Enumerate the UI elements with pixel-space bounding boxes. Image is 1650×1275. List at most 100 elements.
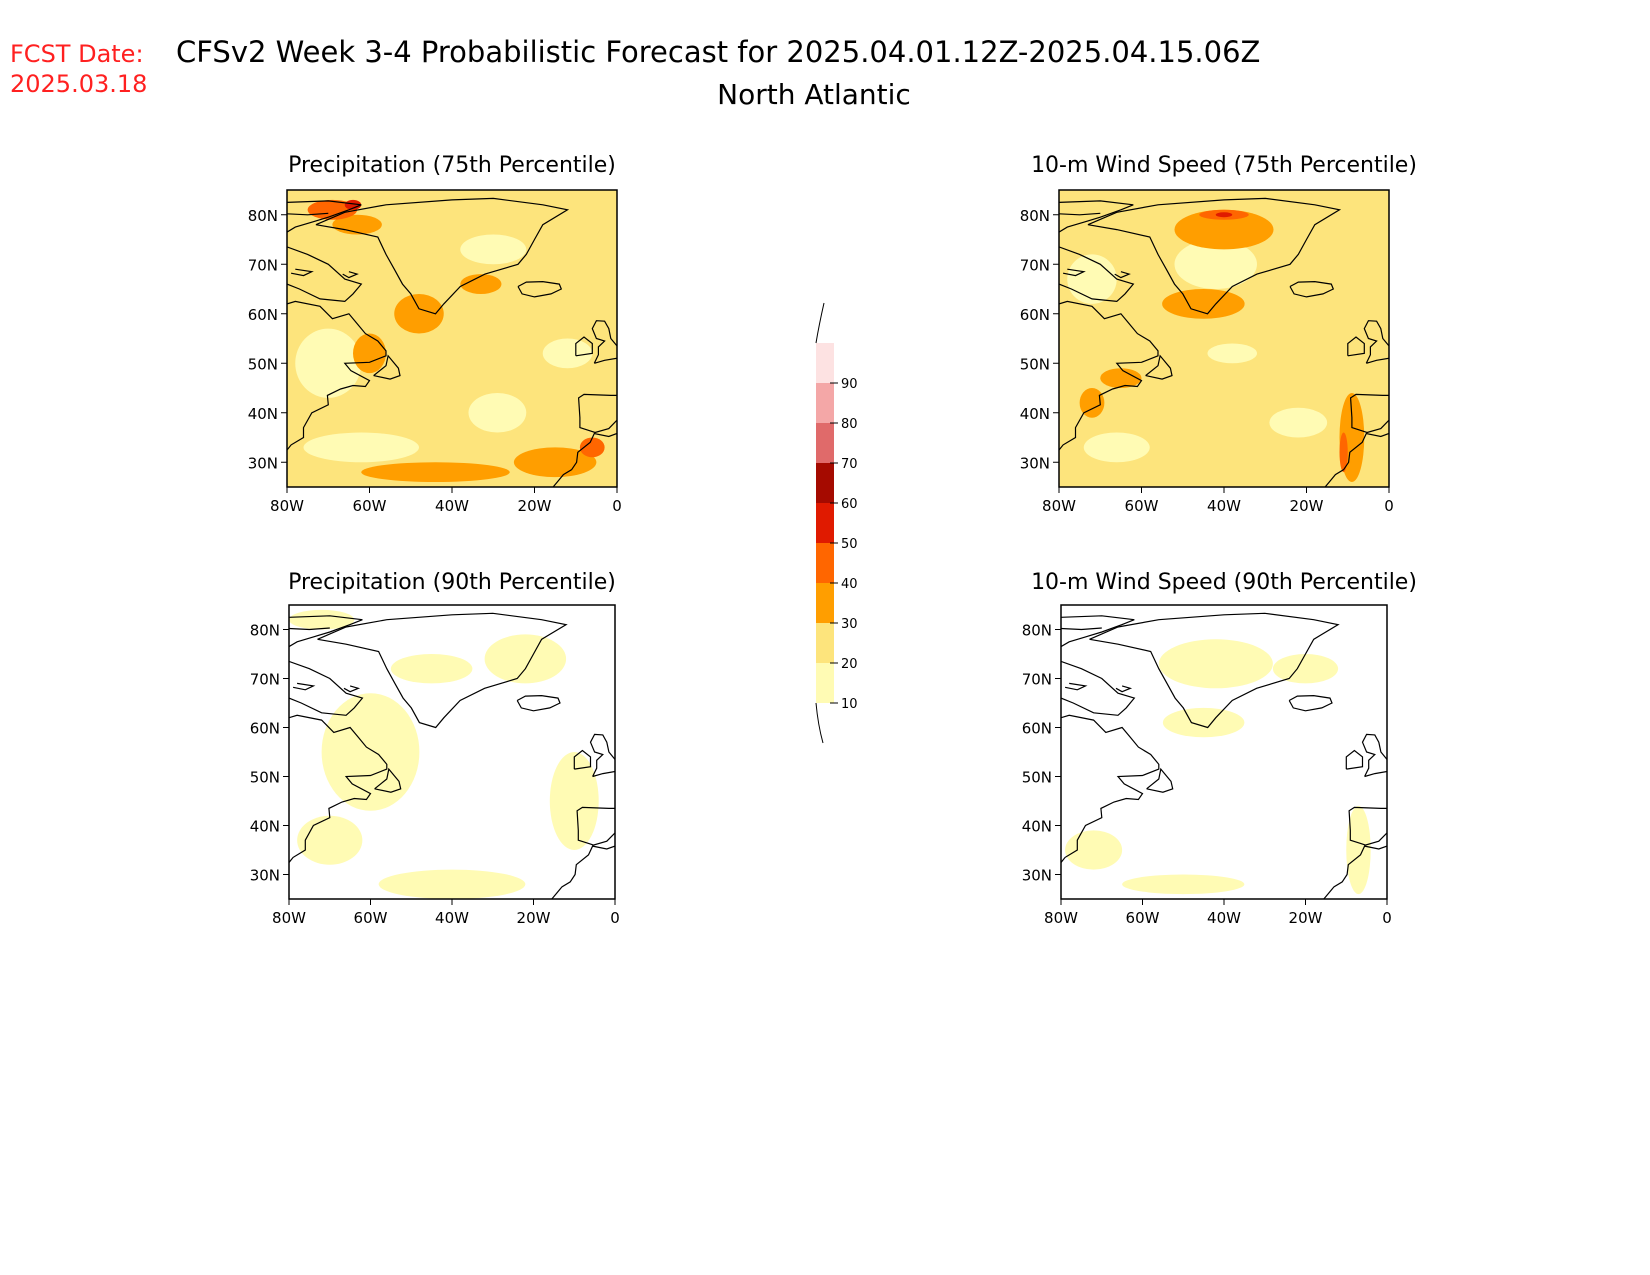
panel-title: Precipitation (90th Percentile) — [288, 570, 616, 595]
wind-90-panel: 10-m Wind Speed (90th Percentile) 80W 60W 4… — [1022, 570, 1417, 927]
panel-title: 10-m Wind Speed (75th Percentile) — [1031, 153, 1417, 178]
coastline — [1061, 615, 1135, 648]
colorbar-segment — [816, 543, 834, 583]
lat-tick-label: 80N — [248, 207, 278, 225]
colorbar-segment — [816, 383, 834, 423]
probability-patch — [361, 462, 510, 483]
lat-tick-label: 30N — [1020, 454, 1050, 472]
coastline — [343, 685, 361, 693]
fcst-date-value: 2025.03.18 — [10, 70, 147, 98]
lon-tick-label: 60W — [1125, 497, 1159, 515]
probability-patch — [1339, 432, 1348, 473]
coastline — [1324, 432, 1389, 487]
coastline — [1059, 300, 1159, 485]
coastline — [1059, 200, 1134, 233]
fcst-date-label: FCST Date: — [10, 40, 144, 68]
lon-tick-label: 40W — [1207, 909, 1241, 927]
probability-patch — [460, 234, 527, 265]
colorbar-tick-label: 40 — [841, 577, 858, 592]
lat-tick-label: 30N — [248, 454, 278, 472]
coastline — [516, 694, 561, 712]
probability-field — [287, 190, 617, 487]
lat-tick-label: 40N — [1020, 405, 1050, 423]
wind-75-panel: 10-m Wind Speed (75th Percentile) 80W 60W 4… — [1020, 153, 1417, 515]
lon-tick-label: 80W — [1042, 497, 1076, 515]
lon-tick-label: 0 — [1382, 909, 1392, 927]
coastline — [1064, 682, 1088, 691]
lon-tick-label: 80W — [270, 497, 304, 515]
coastline — [1089, 612, 1340, 729]
colorbar-segment — [816, 423, 834, 463]
lat-tick-label: 80N — [1020, 207, 1050, 225]
lon-tick-label: 0 — [610, 909, 620, 927]
coastline — [289, 615, 363, 648]
coastline — [551, 845, 615, 899]
probability-patch — [390, 654, 473, 684]
coastline — [1059, 246, 1135, 303]
colorbar-tick-label: 70 — [841, 457, 858, 472]
colorbar-tick-label: 10 — [841, 697, 858, 712]
coastline — [1062, 268, 1086, 277]
lat-tick-label: 40N — [248, 405, 278, 423]
coastline — [292, 682, 316, 691]
coastline — [290, 268, 314, 277]
lon-tick-label: 60W — [1126, 909, 1160, 927]
lat-tick-label: 70N — [1020, 256, 1050, 274]
probability-patch — [1207, 343, 1257, 364]
coastline — [317, 612, 568, 729]
coastline — [315, 197, 570, 315]
coastline — [287, 200, 362, 233]
coastline — [1288, 694, 1333, 712]
probability-patch — [1158, 639, 1273, 689]
probability-patch — [1083, 432, 1150, 463]
coastline — [287, 212, 329, 216]
probability-patch — [297, 815, 363, 865]
lat-tick-label: 60N — [250, 720, 280, 738]
lon-tick-label: 60W — [353, 497, 387, 515]
coastline — [1289, 280, 1335, 298]
lat-tick-label: 80N — [250, 622, 280, 640]
probability-field — [289, 609, 599, 899]
probability-patch — [289, 609, 355, 630]
colorbar-tick-label: 80 — [841, 417, 858, 432]
probability-patch — [513, 447, 597, 478]
probability-patch — [1269, 407, 1328, 438]
lat-tick-label: 30N — [1022, 867, 1052, 885]
coastline — [287, 246, 363, 303]
panel-title: 10-m Wind Speed (90th Percentile) — [1031, 570, 1417, 595]
probability-patch — [1162, 289, 1245, 319]
lat-tick-label: 50N — [1022, 769, 1052, 787]
probability-patch — [1174, 209, 1274, 250]
colorbar-segment — [816, 343, 834, 383]
lon-tick-label: 40W — [435, 497, 469, 515]
lat-tick-label: 40N — [250, 818, 280, 836]
coastline — [1361, 733, 1387, 778]
lon-tick-label: 60W — [354, 909, 388, 927]
panel-title: Precipitation (75th Percentile) — [288, 153, 616, 178]
lon-tick-label: 0 — [612, 497, 622, 515]
lat-tick-label: 70N — [1022, 671, 1052, 689]
coastline — [1348, 806, 1387, 846]
probability-patch — [542, 338, 593, 369]
coastline — [1347, 336, 1365, 357]
lon-tick-label: 40W — [1207, 497, 1241, 515]
coastline — [342, 271, 359, 279]
probability-patch — [344, 199, 362, 210]
colorbar-segment — [816, 463, 834, 503]
coastline — [577, 393, 617, 434]
coastline — [591, 320, 617, 364]
coastlines — [1061, 612, 1387, 899]
probability-patch — [1079, 388, 1105, 418]
probability-patch — [484, 634, 567, 684]
colorbar-tick-label: 90 — [841, 377, 858, 392]
probability-patch — [303, 432, 419, 463]
coastline — [1145, 354, 1173, 380]
colorbar-tick-label: 50 — [841, 537, 858, 552]
region-title: North Atlantic — [717, 78, 911, 111]
probability-patch — [468, 392, 527, 433]
lon-tick-label: 20W — [1290, 497, 1324, 515]
probability-patch — [378, 869, 526, 899]
coastline — [1061, 714, 1160, 897]
probability-patch — [1272, 654, 1339, 684]
lat-tick-label: 50N — [248, 355, 278, 373]
